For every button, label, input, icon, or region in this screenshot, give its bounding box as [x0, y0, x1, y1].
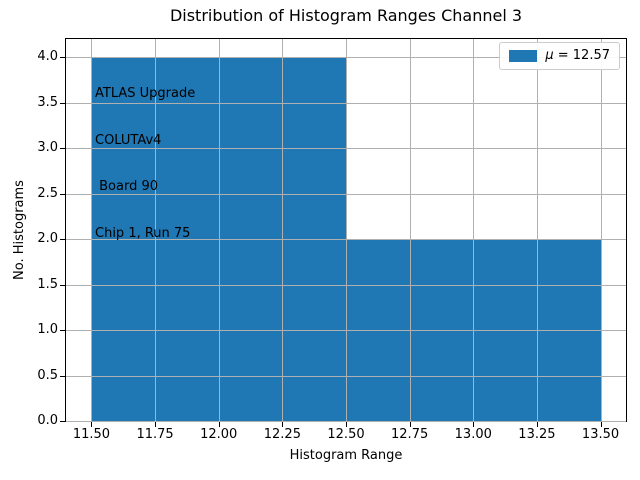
y-tick-mark — [60, 330, 65, 332]
x-tick-label: 12.25 — [263, 427, 301, 442]
x-tick-mark — [155, 422, 157, 427]
gridline-horizontal — [66, 193, 626, 195]
gridline-vertical — [472, 39, 474, 421]
gridline-vertical — [90, 39, 92, 421]
legend-label: μ = 12.57 — [545, 48, 610, 64]
gridline-vertical — [600, 39, 602, 421]
x-tick-label: 12.75 — [391, 427, 429, 442]
y-tick-label: 0.0 — [37, 413, 58, 428]
x-tick-mark — [91, 422, 93, 427]
annotation-line: COLUTAv4 — [95, 132, 162, 148]
gridline-vertical — [409, 39, 411, 421]
x-tick-mark — [536, 422, 538, 427]
gridline-horizontal — [66, 329, 626, 331]
gridline-horizontal — [66, 147, 626, 149]
chart-title: Distribution of Histogram Ranges Channel… — [169, 6, 523, 25]
gridline-horizontal — [66, 238, 626, 240]
annotation-line: Board 90 — [95, 179, 159, 194]
x-tick-mark — [600, 422, 602, 427]
x-tick-mark — [218, 422, 220, 427]
x-tick-label: 13.50 — [581, 427, 620, 442]
gridline-vertical — [536, 39, 538, 421]
legend-swatch — [509, 50, 538, 62]
gridline-horizontal — [66, 420, 626, 422]
legend-mean-value: = 12.57 — [553, 48, 610, 63]
y-tick-label: 0.5 — [37, 367, 58, 383]
gridline-vertical — [154, 39, 156, 421]
x-tick-label: 13.25 — [518, 427, 556, 442]
y-tick-mark — [60, 239, 65, 241]
annotation-text: ATLAS Upgrade COLUTAv4 Board 90 Chip 1, … — [95, 55, 195, 272]
x-tick-mark — [473, 422, 475, 427]
y-tick-label: 2.0 — [37, 231, 58, 247]
y-tick-mark — [60, 421, 65, 422]
x-tick-label: 12.50 — [327, 427, 365, 442]
y-tick-mark — [60, 193, 65, 195]
x-tick-mark — [346, 422, 347, 427]
x-tick-mark — [282, 422, 284, 427]
annotation-line: Chip 1, Run 75 — [95, 225, 191, 241]
y-tick-label: 4.0 — [37, 49, 58, 65]
y-tick-mark — [60, 57, 65, 59]
y-tick-label: 3.0 — [37, 140, 58, 156]
y-tick-label: 1.5 — [37, 276, 58, 292]
gridline-vertical — [281, 39, 283, 421]
gridline-horizontal — [66, 284, 626, 286]
y-tick-label: 3.5 — [37, 94, 58, 110]
y-tick-mark — [60, 102, 65, 104]
x-tick-label: 11.75 — [136, 427, 174, 442]
gridline-vertical — [345, 39, 347, 421]
y-tick-mark — [60, 148, 65, 150]
x-tick-label: 11.50 — [72, 427, 111, 442]
x-tick-mark — [409, 422, 411, 427]
annotation-line: ATLAS Upgrade — [95, 86, 196, 101]
x-axis-label: Histogram Range — [289, 448, 403, 463]
x-tick-label: 12.00 — [200, 427, 238, 442]
plot-area: ATLAS Upgrade COLUTAv4 Board 90 Chip 1, … — [65, 38, 627, 422]
y-tick-label: 2.5 — [37, 185, 58, 201]
gridline-horizontal — [66, 375, 626, 377]
y-tick-mark — [60, 284, 65, 286]
gridline-vertical — [218, 39, 220, 421]
y-tick-label: 1.0 — [37, 322, 58, 338]
gridline-horizontal — [66, 102, 626, 104]
y-tick-mark — [60, 375, 65, 377]
legend: μ = 12.57 — [499, 42, 620, 70]
gridline-horizontal — [66, 56, 626, 58]
legend-mu-symbol: μ — [545, 48, 554, 63]
x-tick-label: 13.00 — [454, 427, 492, 442]
